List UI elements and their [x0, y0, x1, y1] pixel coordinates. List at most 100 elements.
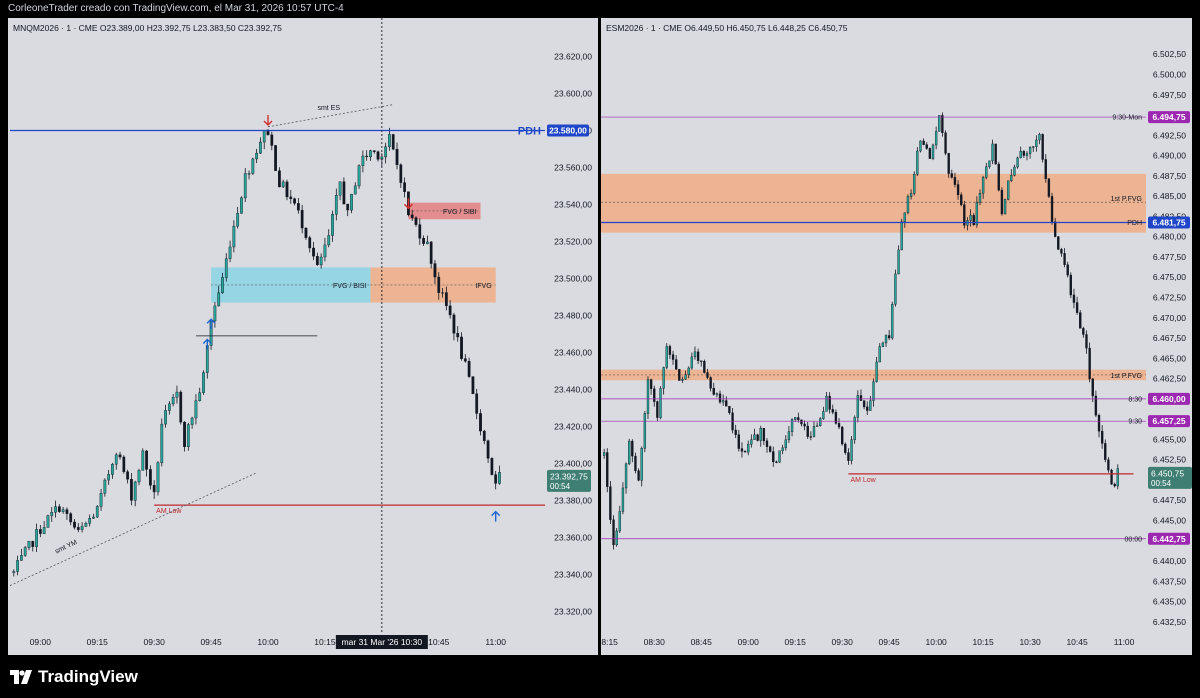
candle — [65, 507, 69, 520]
candle — [853, 415, 856, 444]
fvg-zone[interactable]: FVG / BISI — [211, 267, 371, 303]
crosshair-time-bg — [335, 635, 428, 649]
candle — [384, 142, 388, 164]
candle — [274, 145, 277, 171]
smt-label: smt YM — [54, 539, 78, 555]
y-tick-label: 6.445,00 — [1153, 516, 1186, 526]
y-tick-label: 23.360,00 — [554, 533, 592, 543]
chart-panel-mnq[interactable]: 23.620,00 23.600,00 23.580,00 23.560,00 23.5… — [8, 18, 598, 655]
price-tag-text: 6.494,75 — [1152, 112, 1185, 122]
candle — [126, 469, 130, 484]
attribution-bar: CorleoneTrader creado con TradingView.co… — [0, 0, 1200, 18]
candle — [1088, 342, 1091, 383]
candle — [76, 523, 80, 533]
last-price-countdown: 00:54 — [1151, 479, 1172, 488]
x-axis[interactable]: 09:0009:1509:3009:4510:0010:1510:3010:45… — [30, 637, 507, 647]
candle — [1028, 146, 1032, 159]
candle — [653, 385, 656, 407]
candles — [602, 112, 1119, 550]
candle — [1032, 146, 1035, 152]
candle — [240, 196, 243, 214]
candle — [84, 521, 88, 527]
attribution-text: CorleoneTrader creado con TradingView.co… — [8, 3, 344, 14]
candle — [103, 478, 107, 497]
price-tag — [1148, 216, 1190, 229]
candle — [740, 442, 744, 458]
y-tick-label: 6.455,00 — [1153, 434, 1186, 444]
fvg-zone[interactable]: IFVG — [370, 267, 496, 303]
candle — [228, 240, 232, 263]
candle — [270, 131, 274, 151]
candle — [456, 326, 460, 342]
fvg-zone[interactable]: 1st P.FVG — [601, 173, 1146, 233]
crosshair-time-label: mar 31 Mar '26 10:30 — [342, 637, 423, 647]
candle — [448, 300, 452, 319]
smt-ym-annotation[interactable]: smt YM — [9, 472, 257, 586]
level-9-30[interactable]: 9:30 6.457,25 — [601, 415, 1190, 428]
candle — [1107, 457, 1110, 473]
arrow-up-icon — [491, 510, 501, 522]
level-am-low[interactable]: AM Low — [154, 504, 545, 515]
candle — [315, 252, 319, 266]
candle — [376, 150, 380, 162]
candle — [1097, 413, 1101, 438]
candle — [812, 421, 816, 438]
candle — [675, 355, 678, 370]
x-tick-label: 10:30 — [1019, 637, 1041, 647]
candle — [981, 175, 985, 199]
price-tag-text: 6.457,25 — [1152, 416, 1185, 426]
fvg-zone[interactable]: FVG / SIBI — [408, 202, 481, 220]
candle — [50, 507, 54, 522]
x-tick-label: 09:45 — [879, 637, 901, 647]
candle — [913, 171, 916, 196]
y-tick-label: 23.560,00 — [554, 163, 592, 173]
candle — [609, 480, 612, 524]
y-tick-label: 6.480,00 — [1153, 232, 1186, 242]
tradingview-logo[interactable]: TradingView — [10, 665, 138, 689]
candle — [437, 272, 441, 300]
level-am-low[interactable]: AM Low — [848, 473, 1134, 484]
candle — [482, 429, 486, 445]
x-tick-label: 10:45 — [428, 637, 450, 647]
zone-label: 1st P.FVG — [1111, 373, 1142, 380]
candle — [175, 385, 179, 404]
candle — [847, 448, 850, 465]
candle — [822, 406, 825, 420]
candle — [985, 162, 988, 180]
x-axis[interactable]: 08:15 08:30 08:45 09:00 09:15 09:30 09:45 10:00… — [601, 637, 1135, 647]
candle — [916, 147, 919, 176]
candle — [634, 452, 637, 474]
candle — [969, 209, 972, 227]
level-9-30-mon[interactable]: 9:30-Mon 6.494,75 — [601, 111, 1190, 124]
candle — [891, 301, 894, 340]
level-00-00[interactable]: 00:00 6.442,75 — [601, 532, 1190, 545]
chart-mnq[interactable]: 23.620,00 23.600,00 23.580,00 23.560,00 23.5… — [8, 18, 598, 655]
candle — [460, 332, 463, 361]
smt-es-annotation[interactable]: smt ES — [267, 104, 394, 128]
candle — [414, 216, 418, 227]
fvg-zone[interactable]: 1st P.FVG — [601, 369, 1146, 381]
candle — [831, 404, 834, 415]
candle — [403, 177, 406, 198]
symbol-line: MNQM2026 · 1 · CME O23.389,00 H23.392,75… — [13, 23, 282, 33]
price-tag — [1148, 415, 1190, 428]
candle — [1003, 198, 1007, 215]
x-tick-label: 08:30 — [644, 637, 666, 647]
level-pdh[interactable]: PDH 6.481,75 — [601, 216, 1190, 229]
candle — [16, 555, 19, 576]
level-8-30[interactable]: 8:30 6.460,00 — [601, 392, 1190, 405]
candle — [1007, 180, 1010, 201]
candle — [232, 220, 236, 253]
candle — [743, 450, 747, 453]
y-tick-label: 23.480,00 — [554, 311, 592, 321]
candle — [372, 150, 376, 154]
chart-es[interactable]: 6.502,506.500,006.497,506.495,006.492,50… — [601, 18, 1192, 655]
candle — [224, 253, 228, 282]
chart-panel-es[interactable]: 6.502,506.500,006.497,506.495,006.492,50… — [601, 18, 1192, 655]
level-pdh[interactable]: PDH 23.580,00 — [10, 124, 589, 138]
candle — [334, 188, 338, 221]
candle — [844, 442, 847, 455]
candle — [1047, 178, 1051, 198]
y-tick-label: 23.620,00 — [554, 52, 592, 62]
